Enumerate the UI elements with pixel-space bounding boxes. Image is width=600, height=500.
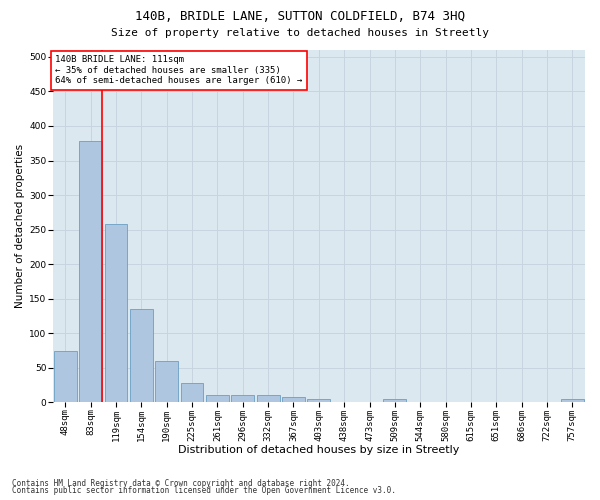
Bar (104, 224, 127, 402)
Bar (181, 383, 203, 402)
Bar (307, 399, 330, 402)
Bar (232, 394, 254, 402)
Bar (206, 394, 229, 402)
Y-axis label: Number of detached properties: Number of detached properties (15, 144, 25, 308)
Text: Contains public sector information licensed under the Open Government Licence v3: Contains public sector information licen… (12, 486, 396, 495)
Bar (130, 309, 153, 402)
Bar (561, 399, 584, 402)
Bar (54, 351, 77, 403)
Text: Contains HM Land Registry data © Crown copyright and database right 2024.: Contains HM Land Registry data © Crown c… (12, 478, 350, 488)
Bar (383, 399, 406, 402)
Text: 140B, BRIDLE LANE, SUTTON COLDFIELD, B74 3HQ: 140B, BRIDLE LANE, SUTTON COLDFIELD, B74… (135, 10, 465, 23)
Bar (155, 361, 178, 403)
X-axis label: Distribution of detached houses by size in Streetly: Distribution of detached houses by size … (178, 445, 460, 455)
Text: Size of property relative to detached houses in Streetly: Size of property relative to detached ho… (111, 28, 489, 38)
Bar (282, 397, 305, 402)
Text: 140B BRIDLE LANE: 111sqm
← 35% of detached houses are smaller (335)
64% of semi-: 140B BRIDLE LANE: 111sqm ← 35% of detach… (55, 56, 302, 85)
Bar (257, 394, 280, 402)
Bar (79, 141, 102, 403)
